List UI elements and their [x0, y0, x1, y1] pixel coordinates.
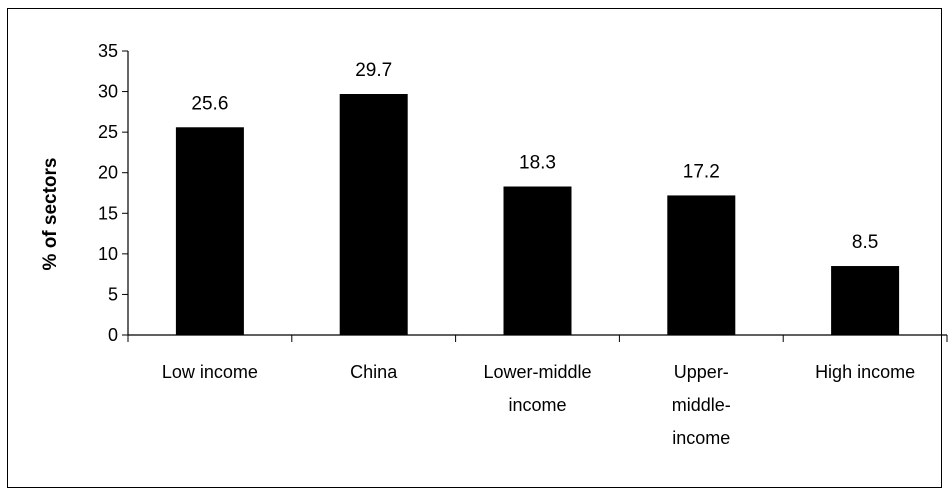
x-category-label: China: [350, 362, 398, 382]
x-category-label-line: Upper-: [674, 362, 729, 382]
y-tick-label: 30: [98, 82, 118, 102]
y-axis-title: % of sectors: [40, 158, 61, 271]
bar-value-label: 25.6: [191, 93, 228, 114]
x-category-label-line: income: [508, 395, 566, 415]
bar-value-label: 17.2: [683, 161, 720, 182]
x-category-label-line: income: [672, 428, 730, 448]
y-tick-label: 25: [98, 122, 118, 142]
bar-value-label: 8.5: [852, 232, 878, 253]
x-category-label: High income: [815, 362, 915, 382]
y-tick-label: 5: [108, 284, 118, 304]
bar: [340, 94, 408, 335]
x-category-label-line: Lower-middle: [483, 362, 591, 382]
bar-chart: % of sectors 0 5 10 15 20 25 30 35 25.6 29.7 18.3…: [0, 0, 951, 478]
bar: [176, 127, 244, 335]
x-category-label-line: China: [350, 362, 398, 382]
x-category-label-line: middle-: [672, 395, 731, 415]
bars: [176, 94, 899, 335]
y-axis-title-group: % of sectors: [40, 158, 61, 271]
bar: [504, 187, 572, 335]
x-category-label-line: High income: [815, 362, 915, 382]
bar: [667, 195, 735, 335]
y-tick-label: 35: [98, 41, 118, 61]
bar: [831, 266, 899, 335]
y-axis-ticks: 0 5 10 15 20 25 30 35: [98, 41, 128, 345]
y-tick-label: 0: [108, 325, 118, 345]
x-category-label: Upper-middle-income: [672, 362, 731, 448]
y-tick-label: 20: [98, 163, 118, 183]
x-category-label-line: Low income: [162, 362, 258, 382]
x-axis-ticks: [128, 335, 947, 342]
x-category-label: Lower-middle income: [483, 362, 591, 415]
bar-value-label: 29.7: [355, 60, 392, 81]
x-axis-labels: Low income China Lower-middle incomeUpper-m…: [162, 362, 915, 448]
y-tick-label: 15: [98, 203, 118, 223]
bar-value-label: 18.3: [519, 153, 556, 174]
x-category-label: Low income: [162, 362, 258, 382]
y-tick-label: 10: [98, 244, 118, 264]
